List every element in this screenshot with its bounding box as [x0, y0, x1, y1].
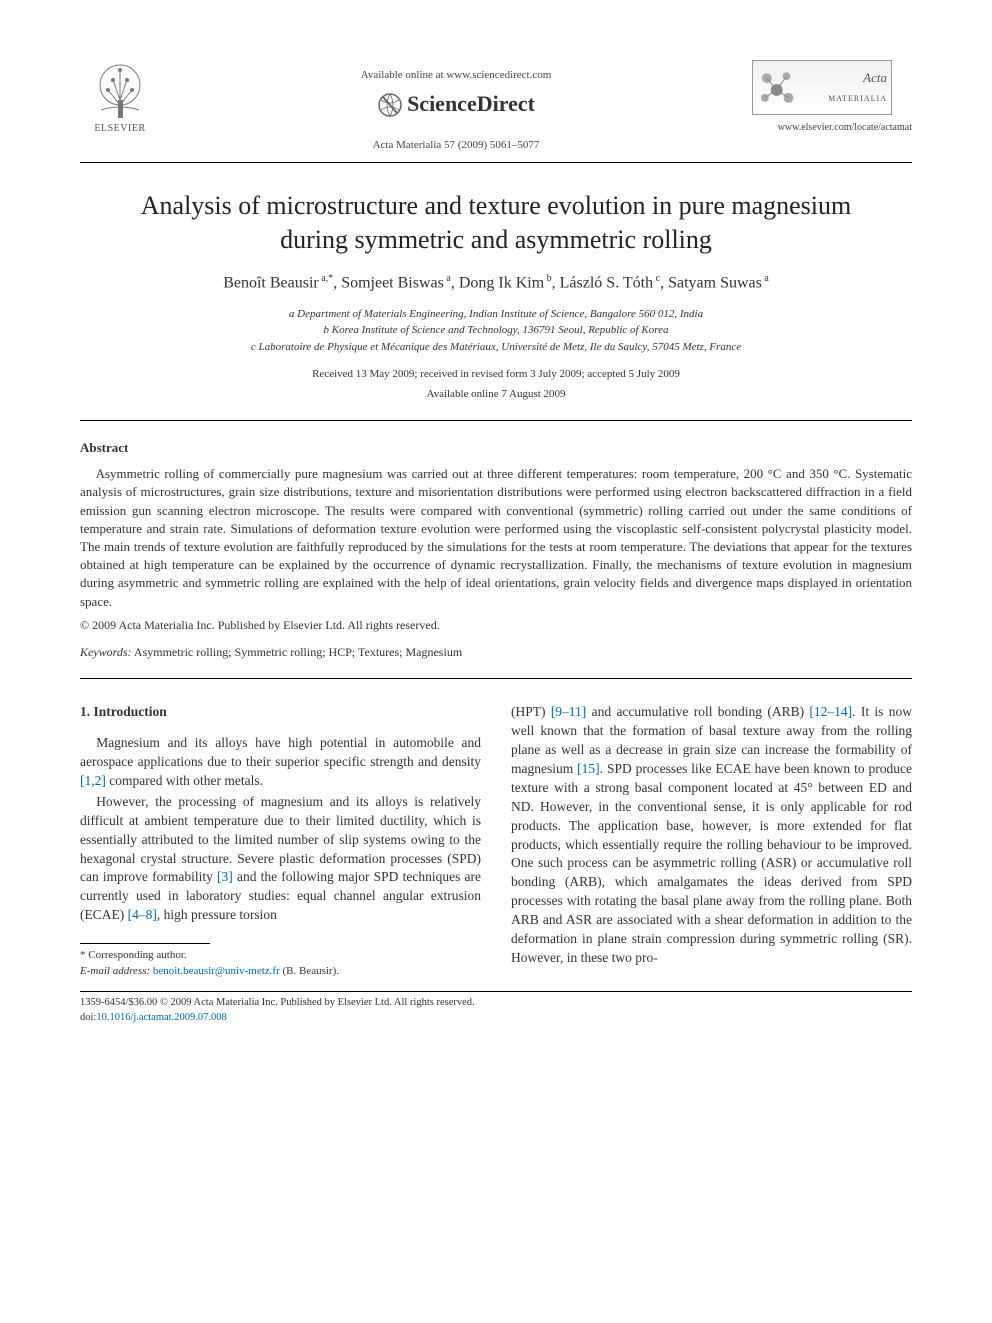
issn-line: 1359-6454/$36.00 © 2009 Acta Materialia …: [80, 996, 912, 1011]
acta-molecule-icon: [757, 68, 796, 108]
abstract-copyright: © 2009 Acta Materialia Inc. Published by…: [80, 617, 912, 634]
email-name: (B. Beausir).: [282, 965, 339, 977]
available-online-text: Available online at www.sciencedirect.co…: [160, 68, 752, 83]
doi-line: doi:10.1016/j.actamat.2009.07.008: [80, 1011, 912, 1026]
elsevier-logo: ELSEVIER: [80, 60, 160, 136]
email-label: E-mail address:: [80, 965, 150, 977]
intro-para-3: (HPT) [9–11] and accumulative roll bondi…: [511, 703, 912, 967]
affiliation-b: b Korea Institute of Science and Technol…: [80, 323, 912, 338]
journal-reference: Acta Materialia 57 (2009) 5061–5077: [160, 138, 752, 153]
sciencedirect-logo: ScienceDirect: [377, 89, 535, 120]
email-line: E-mail address: benoit.beausir@univ-metz…: [80, 964, 481, 979]
corresponding-author: * Corresponding author.: [80, 948, 481, 963]
header-rule: [80, 162, 912, 163]
paper-title: Analysis of microstructure and texture e…: [120, 189, 872, 257]
sciencedirect-text: ScienceDirect: [407, 89, 535, 120]
received-dates: Received 13 May 2009; received in revise…: [80, 367, 912, 382]
body-two-column: 1. Introduction Magnesium and its alloys…: [80, 703, 912, 979]
acta-prefix: Acta: [863, 70, 887, 85]
section-1-heading: 1. Introduction: [80, 703, 481, 722]
authors-line: Benoît Beausir a,*, Somjeet Biswas a, Do…: [80, 272, 912, 295]
keywords-label: Keywords:: [80, 645, 132, 659]
center-header: Available online at www.sciencedirect.co…: [160, 60, 752, 154]
doi-label: doi:: [80, 1012, 96, 1023]
intro-para-2: However, the processing of magnesium and…: [80, 793, 481, 925]
keywords-list: Asymmetric rolling; Symmetric rolling; H…: [134, 645, 462, 659]
abstract-body: Asymmetric rolling of commercially pure …: [80, 465, 912, 611]
elsevier-tree-icon: [93, 60, 148, 120]
affiliations: a Department of Materials Engineering, I…: [80, 307, 912, 355]
online-date: Available online 7 August 2009: [80, 387, 912, 402]
affiliation-c: c Laboratoire de Physique et Mécanique d…: [80, 340, 912, 355]
affiliation-a: a Department of Materials Engineering, I…: [80, 307, 912, 322]
acta-logo-block: Acta MATERIALIA www.elsevier.com/locate/…: [752, 60, 912, 135]
left-column: 1. Introduction Magnesium and its alloys…: [80, 703, 481, 979]
doi-value[interactable]: 10.1016/j.actamat.2009.07.008: [96, 1012, 226, 1023]
acta-suffix: MATERIALIA: [828, 94, 887, 103]
elsevier-label: ELSEVIER: [94, 122, 145, 136]
acta-graphic: Acta MATERIALIA: [752, 60, 892, 115]
intro-para-1: Magnesium and its alloys have high poten…: [80, 734, 481, 791]
header-row: ELSEVIER Available online at www.science…: [80, 60, 912, 154]
journal-url: www.elsevier.com/locate/actamat: [752, 121, 912, 135]
footnote-rule: [80, 943, 210, 944]
keywords-line: Keywords: Asymmetric rolling; Symmetric …: [80, 644, 912, 661]
right-column: (HPT) [9–11] and accumulative roll bondi…: [511, 703, 912, 979]
pre-abstract-rule: [80, 420, 912, 421]
abstract-heading: Abstract: [80, 439, 912, 457]
bottom-rule: [80, 991, 912, 992]
post-abstract-rule: [80, 678, 912, 679]
email-address[interactable]: benoit.beausir@univ-metz.fr: [153, 965, 280, 977]
sciencedirect-icon: [377, 92, 403, 118]
acta-journal-title: Acta MATERIALIA: [802, 69, 887, 105]
